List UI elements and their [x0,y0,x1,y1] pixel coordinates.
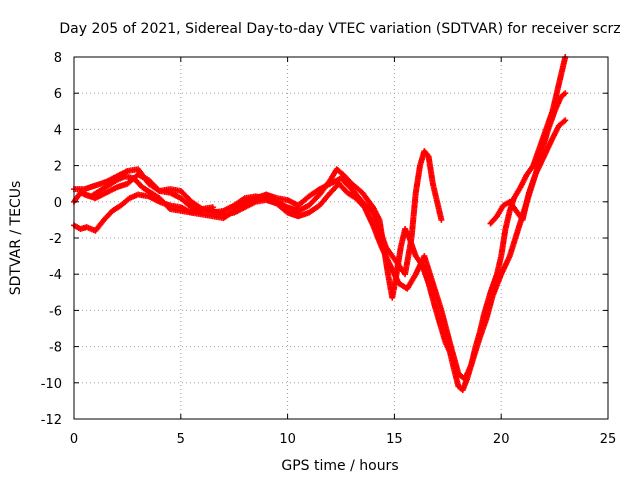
x-tick-label: 5 [177,432,185,447]
series-track-c [71,117,569,383]
y-tick-label: 2 [54,160,62,175]
y-tick-label: -2 [49,232,62,247]
x-tick-label: 10 [279,432,296,447]
series-track-d [81,90,569,227]
x-tick-label: 20 [493,432,510,447]
x-tick-label: 0 [70,432,78,447]
x-tick-label: 25 [600,432,617,447]
data-point [562,117,569,124]
y-tick-label: 6 [54,87,62,102]
plot-area [71,54,569,394]
grid [74,57,608,419]
axis-ticks: 0 5 10 15 20 25 -12 -10 -8 -6 -4 -2 0 2 4 6 8 [41,51,617,447]
x-tick-label: 15 [386,432,403,447]
series-track-b [71,148,445,278]
y-tick-label: -6 [49,304,62,319]
y-axis-label: SDTVAR / TECUs [8,181,24,296]
y-tick-label: -10 [41,377,62,392]
series-track-a [71,54,569,394]
y-tick-label: 0 [54,196,62,211]
y-tick-label: 4 [54,123,62,138]
data-point [562,90,569,97]
y-tick-label: 8 [54,51,62,66]
y-tick-label: -4 [49,268,62,283]
chart-title: Day 205 of 2021, Sidereal Day-to-day VTE… [59,21,620,37]
data-point [438,216,445,223]
x-axis-label: GPS time / hours [281,458,398,474]
y-tick-label: -8 [49,341,62,356]
y-tick-label: -12 [41,413,62,428]
data-point [209,204,216,211]
